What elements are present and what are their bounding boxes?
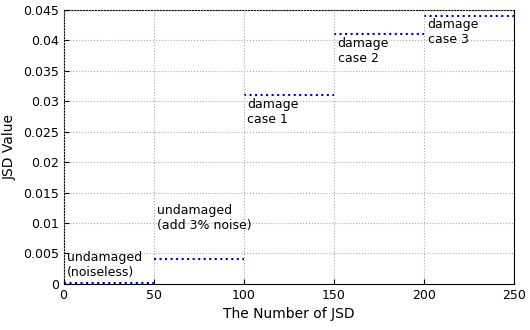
Y-axis label: JSD Value: JSD Value (3, 114, 17, 180)
Text: damage
case 3: damage case 3 (428, 18, 479, 47)
Text: damage
case 1: damage case 1 (248, 98, 299, 125)
X-axis label: The Number of JSD: The Number of JSD (223, 307, 355, 321)
Text: undamaged
(add 3% noise): undamaged (add 3% noise) (157, 204, 252, 232)
Text: damage
case 2: damage case 2 (338, 37, 389, 65)
Text: undamaged
(noiseless): undamaged (noiseless) (67, 251, 143, 279)
